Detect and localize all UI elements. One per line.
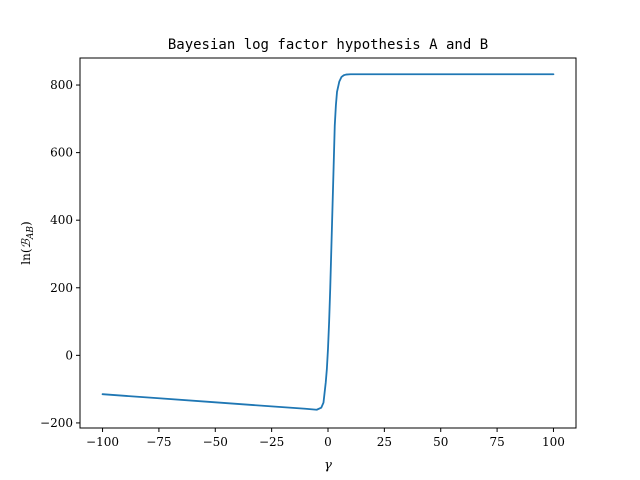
series-line <box>101 73 555 411</box>
x-tick-label: 75 <box>489 435 504 449</box>
y-tick-label: −200 <box>40 416 73 430</box>
series-layer <box>101 73 555 411</box>
x-tick-label: −25 <box>259 435 284 449</box>
y-axis-label-symbol: ℬ <box>19 238 33 249</box>
x-axis-ticks: −100 −75 −50 −25 0 25 50 75 100 <box>86 428 565 449</box>
y-axis-label-prefix: ln( <box>19 249 33 265</box>
y-axis-ticks: −200 0 200 400 600 800 <box>40 78 80 430</box>
y-tick-label: 600 <box>50 146 73 160</box>
x-tick-label: 25 <box>377 435 392 449</box>
y-tick-label: 0 <box>65 348 73 362</box>
x-tick-label: −100 <box>86 435 119 449</box>
y-tick-label: 200 <box>50 281 73 295</box>
x-tick-label: −50 <box>203 435 228 449</box>
y-axis-label: ln(ℬAB) <box>19 221 36 265</box>
y-tick-label: 400 <box>50 213 73 227</box>
x-axis-label: γ <box>324 458 332 473</box>
x-tick-label: 0 <box>324 435 332 449</box>
chart-title: Bayesian log factor hypothesis A and B <box>168 37 488 53</box>
y-axis-label-subscript: AB <box>26 226 36 240</box>
y-axis-label-suffix: ) <box>19 221 33 226</box>
x-tick-label: 100 <box>542 435 565 449</box>
x-tick-label: −75 <box>146 435 171 449</box>
x-tick-label: 50 <box>433 435 448 449</box>
y-tick-label: 800 <box>50 78 73 92</box>
